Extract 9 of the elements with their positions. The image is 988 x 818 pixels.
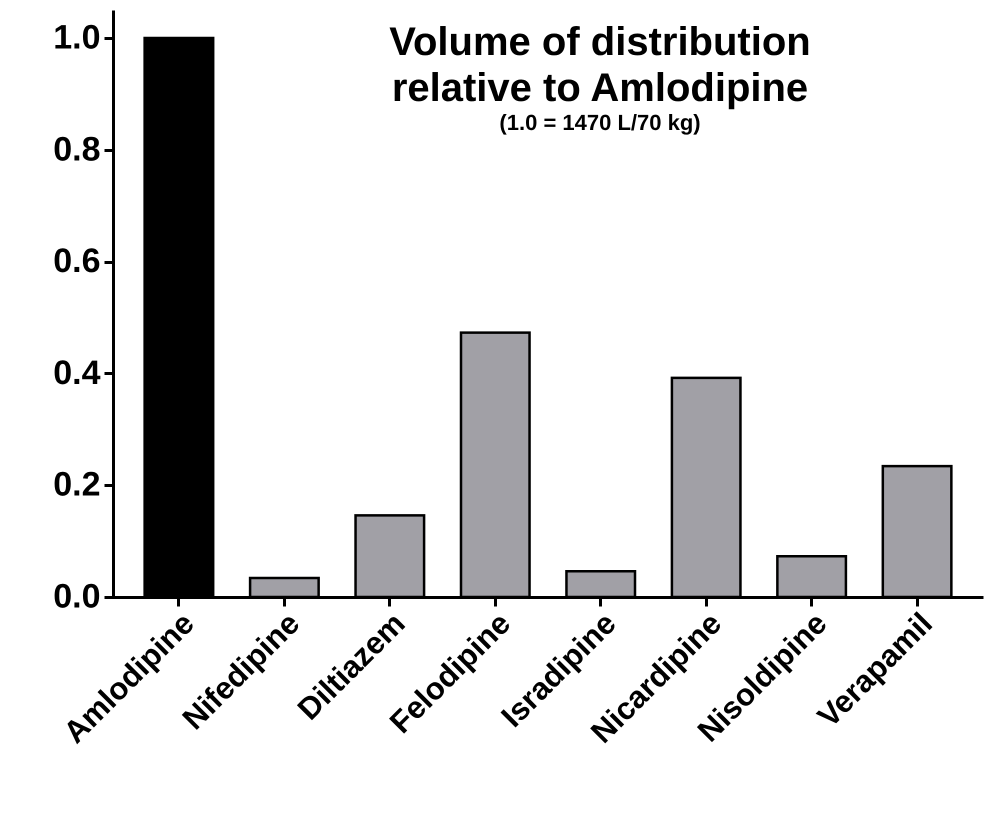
y-tick-label: 0.0 (53, 578, 100, 616)
text: relative to Amlodipine (392, 66, 808, 110)
text: (1.0 = 1470 L/70 kg) (499, 110, 701, 135)
y-tick-label: 0.2 (53, 466, 100, 504)
y-tick-label: 0.6 (53, 242, 100, 280)
y-tick-label: 0.4 (53, 354, 101, 392)
text: Volume of distribution (389, 20, 811, 64)
y-tick-label: 1.0 (53, 18, 100, 56)
y-tick-label: 0.8 (53, 130, 100, 168)
